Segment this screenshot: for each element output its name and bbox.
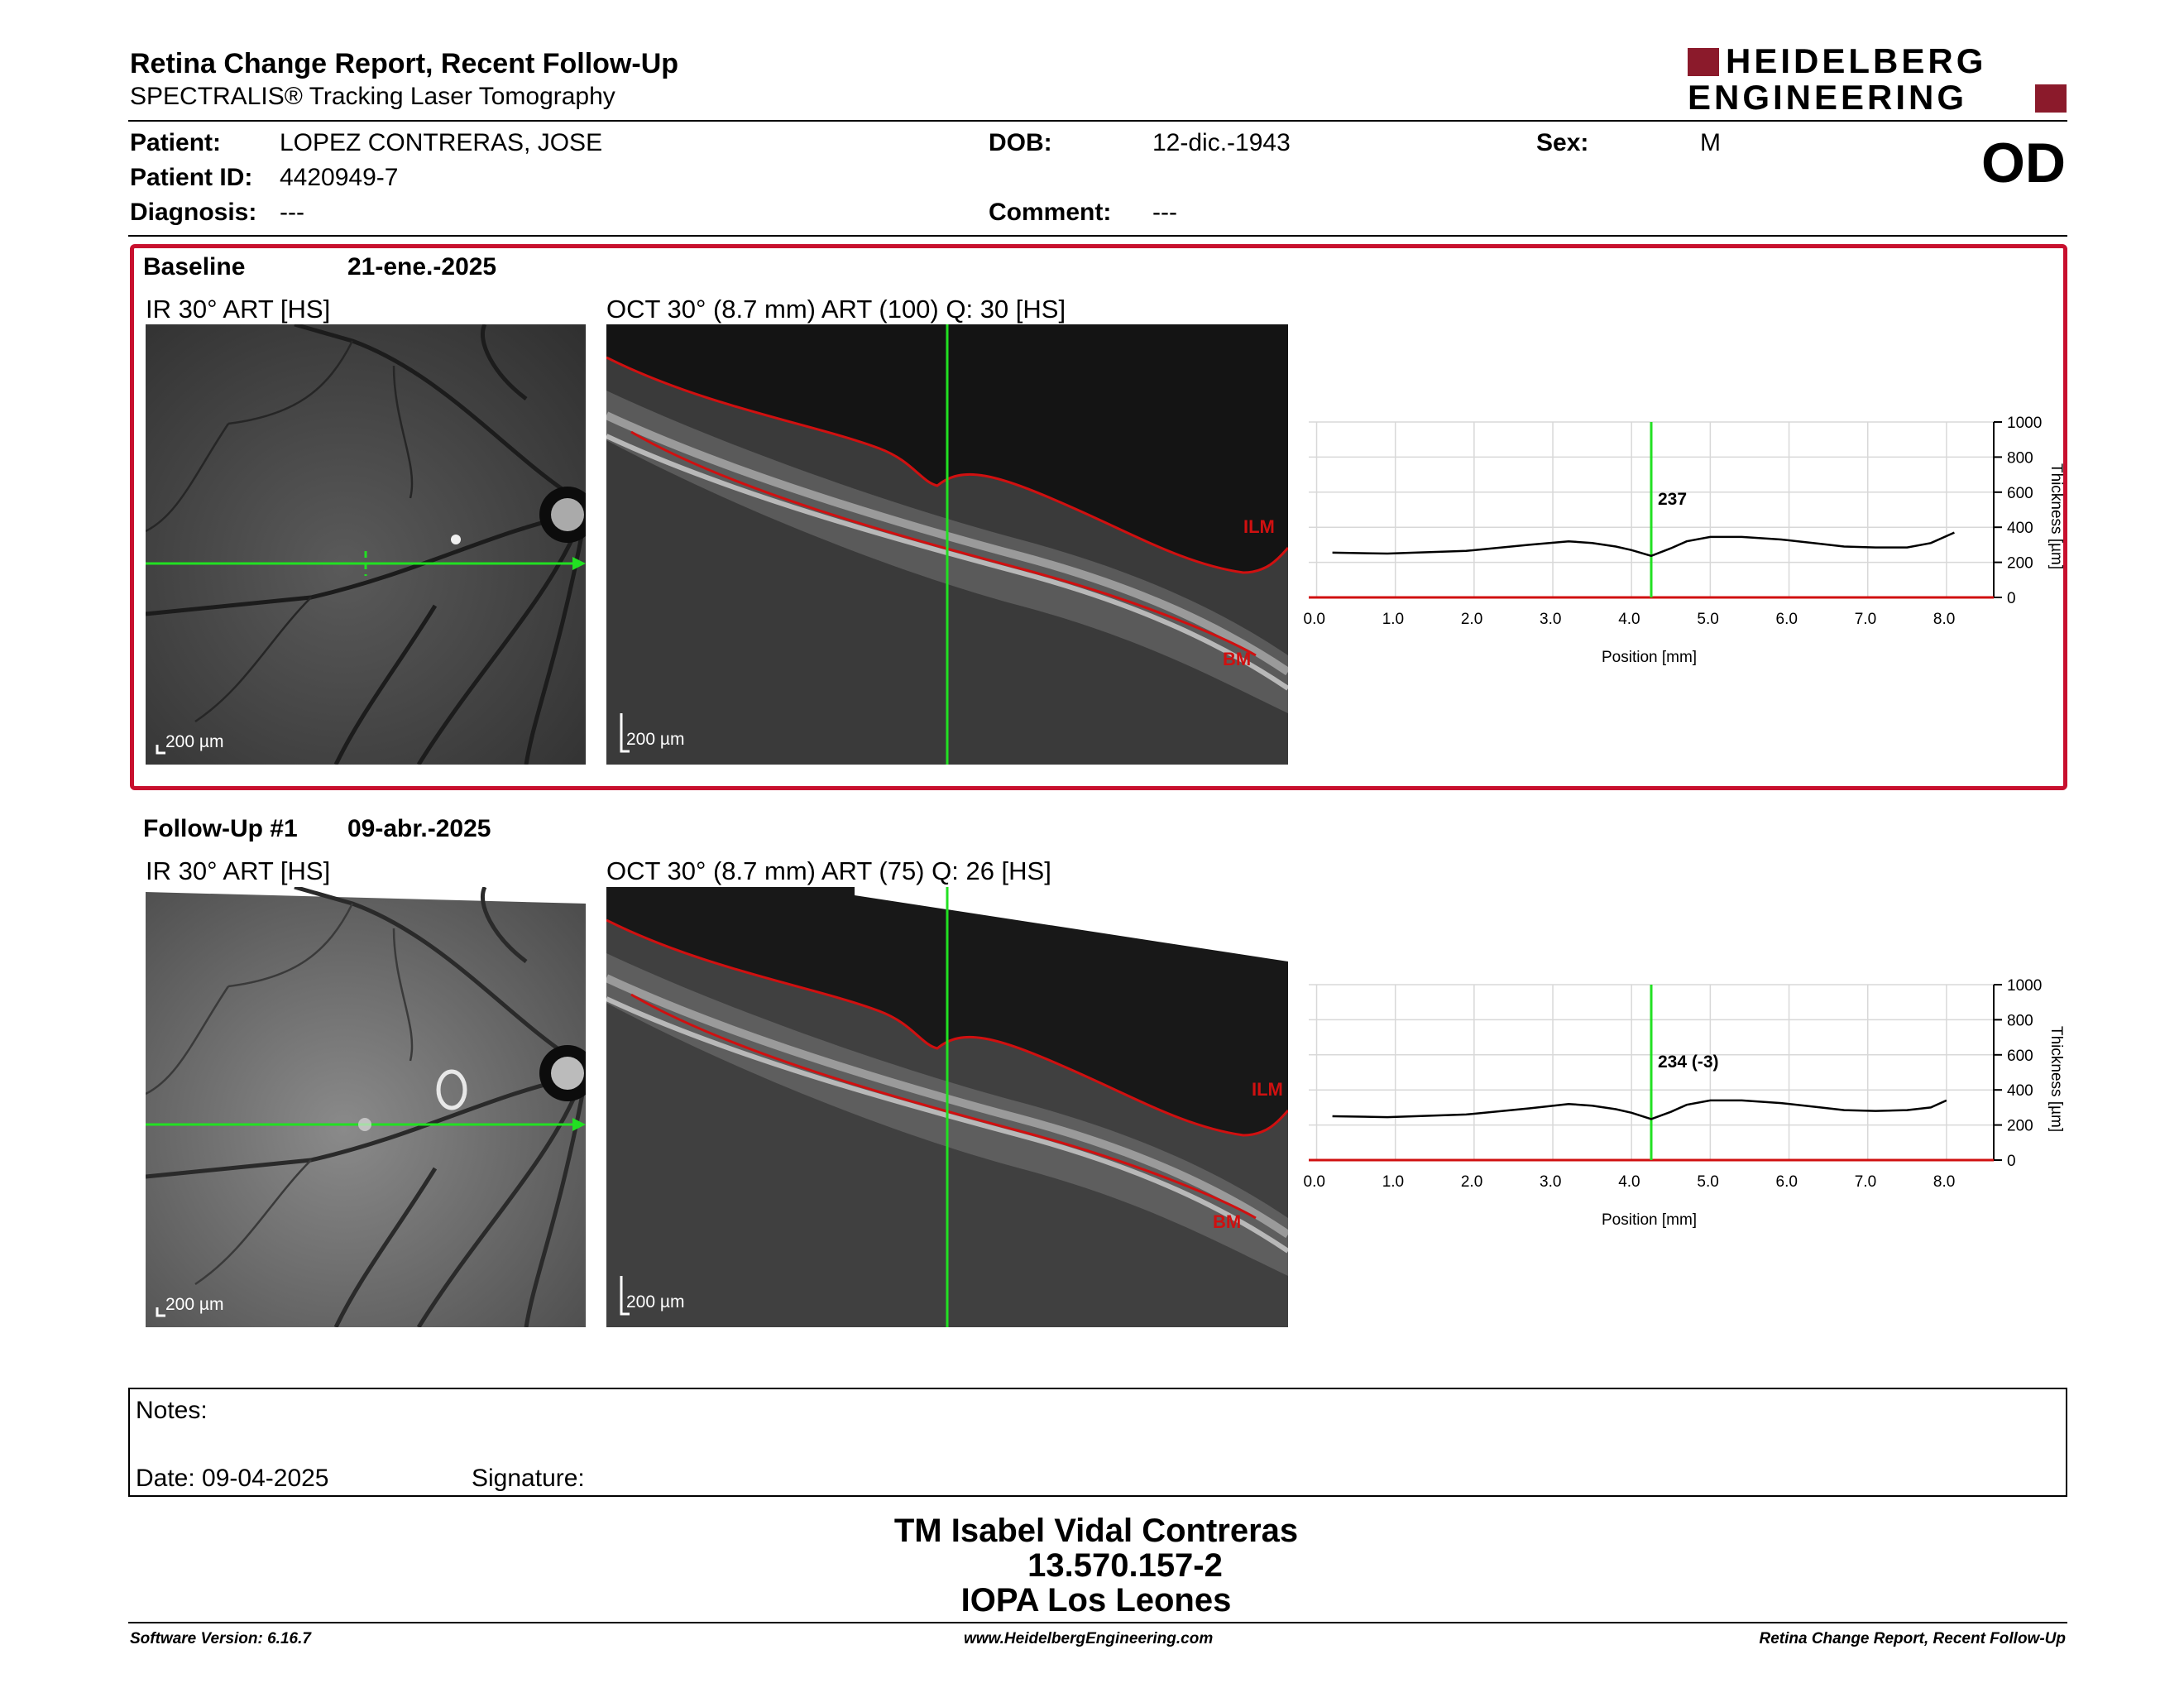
thickness-line xyxy=(1332,531,1955,558)
diagnosis-label: Diagnosis: xyxy=(130,199,257,226)
y-axis-label: Thickness [µm] xyxy=(2048,1026,2065,1132)
y-tick-label: 600 xyxy=(2007,485,2033,502)
baseline-oct-label: OCT 30° (8.7 mm) ART (100) Q: 30 [HS] xyxy=(606,295,1066,324)
baseline-ilm-label: ILM xyxy=(1243,516,1275,537)
logo-line2: ENGINEERING xyxy=(1688,78,1968,117)
footer-version: Software Version: 6.16.7 xyxy=(130,1630,311,1647)
y-axis-label: Thickness [µm] xyxy=(2048,463,2065,569)
x-tick-label: 4.0 xyxy=(1618,611,1640,628)
info-divider xyxy=(128,235,2067,237)
baseline-oct-image[interactable]: ILM BM 200 µm xyxy=(606,324,1288,765)
y-tick-label: 0 xyxy=(2007,590,2016,607)
y-tick-label: 1000 xyxy=(2007,977,2042,995)
followup-title: Follow-Up #1 xyxy=(143,815,298,842)
x-tick-label: 0.0 xyxy=(1304,1173,1325,1191)
x-tick-label: 6.0 xyxy=(1776,1173,1798,1191)
followup-date: 09-abr.-2025 xyxy=(347,815,491,842)
y-tick-label: 600 xyxy=(2007,1048,2033,1065)
x-tick-label: 3.0 xyxy=(1540,1173,1561,1191)
followup-thickness-chart: 0 200 400 600 800 1000 0.0 1.0 2.0 3.0 4.0 5.0 6.0 7.… xyxy=(1304,977,2065,1229)
eye-indicator: OD xyxy=(1981,132,2066,194)
x-tick-label: 2.0 xyxy=(1461,611,1482,628)
x-tick-label: 4.0 xyxy=(1618,1173,1640,1191)
x-tick-label: 7.0 xyxy=(1855,611,1876,628)
signature-name: TM Isabel Vidal Contreras xyxy=(893,1513,1299,1549)
baseline-title: Baseline xyxy=(143,253,246,281)
baseline-bm-label: BM xyxy=(1223,649,1251,669)
x-tick-label: 6.0 xyxy=(1776,611,1798,628)
diagnosis-value: --- xyxy=(280,199,304,226)
notes-label: Notes: xyxy=(136,1397,208,1424)
x-tick-label: 1.0 xyxy=(1382,1173,1404,1191)
notes-box[interactable] xyxy=(128,1388,2067,1497)
y-tick-label: 200 xyxy=(2007,1118,2033,1135)
x-tick-label: 8.0 xyxy=(1933,1173,1955,1191)
x-tick-label: 2.0 xyxy=(1461,1173,1482,1191)
thickness-annotation: 237 xyxy=(1658,490,1687,509)
signature-org: IOPA Los Leones xyxy=(960,1582,1232,1618)
signature-id: 13.570.157-2 xyxy=(1027,1547,1223,1584)
logo-line1: HEIDELBERG xyxy=(1726,41,1987,80)
signature-label: Signature: xyxy=(472,1465,585,1492)
sex-label: Sex: xyxy=(1536,129,1589,156)
comment-value: --- xyxy=(1152,199,1177,226)
notes-date: Date: 09-04-2025 xyxy=(136,1465,329,1492)
x-tick-label: 5.0 xyxy=(1697,611,1718,628)
footer-website[interactable]: www.HeidelbergEngineering.com xyxy=(964,1630,1214,1647)
x-axis-label: Position [mm] xyxy=(1602,1211,1697,1229)
comment-label: Comment: xyxy=(989,199,1112,226)
x-tick-label: 8.0 xyxy=(1933,611,1955,628)
followup-oct-label: OCT 30° (8.7 mm) ART (75) Q: 26 [HS] xyxy=(606,856,1051,885)
y-tick-label: 800 xyxy=(2007,1012,2033,1029)
y-tick-label: 200 xyxy=(2007,555,2033,573)
y-tick-label: 400 xyxy=(2007,1082,2033,1100)
y-tick-label: 1000 xyxy=(2007,415,2042,432)
x-tick-label: 0.0 xyxy=(1304,611,1325,628)
x-tick-label: 5.0 xyxy=(1697,1173,1718,1191)
followup-ir-image[interactable]: 200 µm xyxy=(146,887,586,1327)
x-axis-label: Position [mm] xyxy=(1602,649,1697,666)
baseline-ir-label: IR 30° ART [HS] xyxy=(146,295,331,324)
followup-ir-scale: 200 µm xyxy=(165,1295,223,1314)
logo-square-left xyxy=(1688,48,1719,76)
report-title: Retina Change Report, Recent Follow-Up xyxy=(130,48,679,79)
x-tick-label: 7.0 xyxy=(1855,1173,1876,1191)
followup-bm-label: BM xyxy=(1213,1211,1241,1232)
x-tick-label: 1.0 xyxy=(1382,611,1404,628)
baseline-ir-scale: 200 µm xyxy=(165,732,223,751)
baseline-ir-image[interactable]: 200 µm xyxy=(146,324,586,765)
baseline-date: 21-ene.-2025 xyxy=(347,253,497,281)
sex-value: M xyxy=(1700,129,1721,156)
followup-oct-scale: 200 µm xyxy=(626,1292,684,1312)
thickness-annotation: 234 (-3) xyxy=(1658,1053,1719,1072)
logo-square-right xyxy=(2035,84,2067,113)
dob-label: DOB: xyxy=(989,129,1052,156)
baseline-thickness-chart: 0 200 400 600 800 1000 0.0 1.0 2.0 3.0 4.0 5.0 6.0 7.… xyxy=(1304,415,2065,666)
thickness-line xyxy=(1332,1099,1947,1120)
followup-oct-image[interactable]: ILM BM 200 µm xyxy=(606,887,1288,1327)
y-tick-label: 400 xyxy=(2007,520,2033,537)
patient-id-label: Patient ID: xyxy=(130,164,253,191)
x-tick-label: 3.0 xyxy=(1540,611,1561,628)
patient-id: 4420949-7 xyxy=(280,164,399,191)
footer-divider xyxy=(128,1622,2067,1623)
heidelberg-logo: HEIDELBERG ENGINEERING xyxy=(1688,43,2068,117)
baseline-oct-scale: 200 µm xyxy=(626,730,684,749)
followup-ir-label: IR 30° ART [HS] xyxy=(146,856,331,885)
report-subtitle: SPECTRALIS® Tracking Laser Tomography xyxy=(130,83,615,110)
footer-report-name: Retina Change Report, Recent Follow-Up xyxy=(1759,1630,2066,1647)
dob-value: 12-dic.-1943 xyxy=(1152,129,1291,156)
baseline-highlight-box xyxy=(130,244,2067,790)
y-tick-label: 0 xyxy=(2007,1153,2016,1170)
header-divider xyxy=(128,120,2067,122)
patient-name: LOPEZ CONTRERAS, JOSE xyxy=(280,129,603,156)
y-tick-label: 800 xyxy=(2007,449,2033,467)
patient-label: Patient: xyxy=(130,129,222,156)
followup-ilm-label: ILM xyxy=(1252,1079,1283,1100)
